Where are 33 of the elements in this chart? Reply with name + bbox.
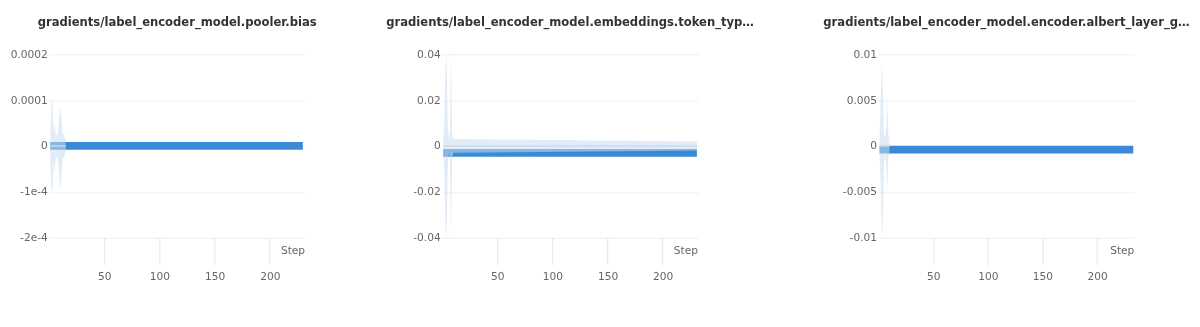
x-tick-label: 100 <box>149 269 171 283</box>
y-tick-label: 0 <box>41 139 49 153</box>
y-tick-label: -1e-4 <box>20 185 49 199</box>
y-tick-label: -2e-4 <box>20 231 49 245</box>
x-tick-label: 50 <box>926 269 941 283</box>
y-tick-label: 0.04 <box>417 47 441 61</box>
x-tick-label: 200 <box>1087 269 1109 283</box>
chart-title: gradients/label_encoder_model.embeddings.token_typ… <box>386 15 754 31</box>
x-tick-label: 200 <box>653 269 674 283</box>
y-tick-label: -0.01 <box>849 231 878 245</box>
y-tick-label: 0.0002 <box>10 47 48 61</box>
x-tick-label: 150 <box>1032 269 1054 283</box>
x-tick-label: 100 <box>978 269 999 283</box>
y-tick-label: 0.02 <box>417 93 441 107</box>
x-axis-title: Step <box>673 244 699 258</box>
x-axis-title: Step <box>1110 244 1135 258</box>
y-tick-label: -0.04 <box>413 231 441 245</box>
y-tick-label: 0.0001 <box>10 93 48 107</box>
x-tick-label: 100 <box>542 269 564 283</box>
y-tick-label: -0.005 <box>842 185 878 199</box>
x-tick-label: 50 <box>98 269 112 283</box>
x-tick-label: 150 <box>597 269 619 283</box>
x-tick-label: 50 <box>491 269 505 283</box>
x-axis-title: Step <box>280 244 306 258</box>
y-tick-label: 0 <box>433 139 441 153</box>
x-tick-label: 150 <box>204 269 226 283</box>
y-tick-label: -0.02 <box>413 185 441 199</box>
y-tick-label: 0.01 <box>853 47 878 61</box>
y-tick-label: 0.005 <box>846 93 878 107</box>
x-tick-label: 200 <box>260 269 281 283</box>
chart-title: gradients/label_encoder_model.pooler.bias <box>37 15 317 31</box>
chart-title: gradients/label_encoder_model.encoder.albert_layer_g… <box>823 15 1190 31</box>
y-tick-label: 0 <box>870 139 878 153</box>
